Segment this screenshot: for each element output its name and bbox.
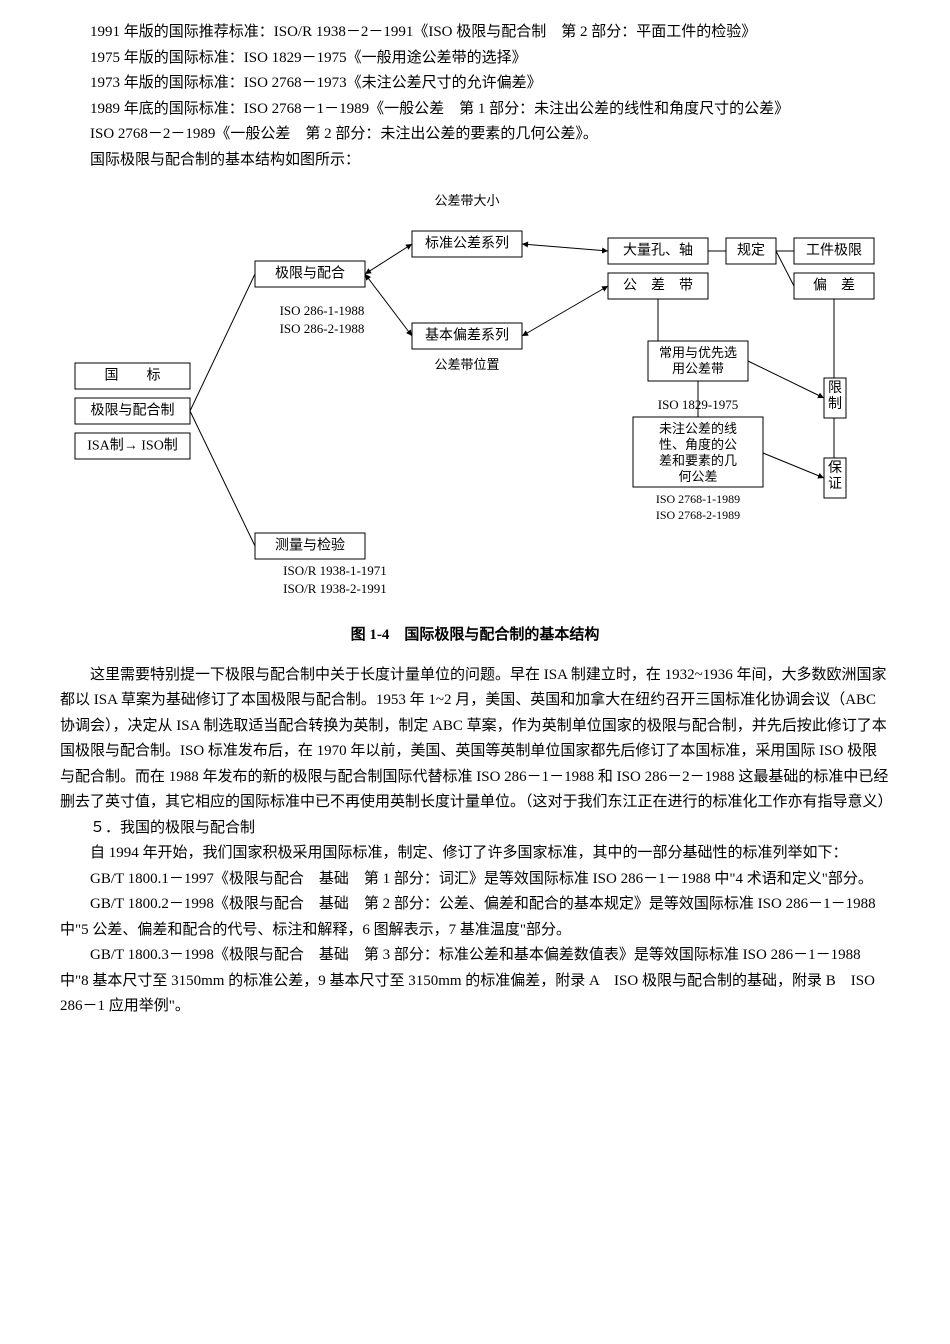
diagram-edge bbox=[522, 244, 608, 251]
diagram-edge bbox=[522, 286, 608, 336]
diagram-svg: 国 标极限与配合制 ISA制→ ISO制 极限与配合测量与检验 标准公差系列基本偏差系… bbox=[60, 183, 890, 613]
diagram-figure: 国 标极限与配合制 ISA制→ ISO制 极限与配合测量与检验 标准公差系列基本偏差系… bbox=[60, 183, 890, 613]
diagram-node-gb: 国 标 bbox=[75, 363, 190, 389]
paragraph: 1975 年版的国际标准：ISO 1829－1975《一般用途公差带的选择》 bbox=[60, 46, 890, 72]
diagram-node-gcd: 公 差 带 bbox=[608, 273, 708, 299]
diagram-label: ISO 286-1-1988 bbox=[280, 303, 365, 318]
figure-caption: 图 1-4 国际极限与配合制的基本结构 bbox=[60, 623, 890, 649]
diagram-label: 差和要素的几 bbox=[659, 453, 737, 468]
paragraph: 国际极限与配合制的基本结构如图所示： bbox=[60, 148, 890, 174]
diagram-label: 公差带大小 bbox=[434, 193, 499, 208]
svg-text:国 标: 国 标 bbox=[105, 368, 161, 384]
diagram-label: ISO 2768-1-1989 bbox=[656, 492, 740, 506]
diagram-edge bbox=[776, 251, 794, 286]
svg-text:标准公差系列: 标准公差系列 bbox=[425, 236, 509, 252]
paragraph: GB/T 1800.1－1997《极限与配合 基础 第 1 部分：词汇》是等效国… bbox=[60, 867, 890, 893]
diagram-node-jxpf: 极限与配合 bbox=[255, 261, 365, 287]
diagram-label: 未注公差的线 bbox=[659, 421, 737, 436]
diagram-label: 用公差带 bbox=[672, 361, 724, 376]
paragraph: GB/T 1800.3－1998《极限与配合 基础 第 3 部分：标准公差和基本… bbox=[60, 943, 890, 1020]
diagram-label: 何公差 bbox=[678, 469, 717, 484]
diagram-label: 常用与优先选 bbox=[659, 345, 737, 360]
diagram-node-dlkz: 大量孔、轴 bbox=[608, 238, 708, 264]
svg-text:偏 差: 偏 差 bbox=[813, 278, 855, 294]
diagram-label: ISO 1829-1975 bbox=[658, 397, 739, 412]
diagram-edge bbox=[748, 361, 824, 398]
svg-text:证: 证 bbox=[828, 476, 842, 492]
svg-text:极限与配合制: 极限与配合制 bbox=[91, 403, 175, 419]
paragraph: 自 1994 年开始，我们国家积极采用国际标准，制定、修订了许多国家标准，其中的… bbox=[60, 841, 890, 867]
diagram-label: ISO 2768-2-1989 bbox=[656, 508, 740, 522]
diagram-node-gjjx: 工件极限 bbox=[794, 238, 874, 264]
diagram-node-bzgc: 标准公差系列 bbox=[412, 231, 522, 257]
svg-text:制: 制 bbox=[828, 396, 842, 412]
svg-text:工件极限: 工件极限 bbox=[806, 243, 862, 259]
diagram-edge bbox=[190, 274, 255, 411]
diagram-edge bbox=[190, 411, 255, 546]
diagram-edge bbox=[365, 274, 412, 336]
paragraph: GB/T 1800.2－1998《极限与配合 基础 第 2 部分：公差、偏差和配… bbox=[60, 892, 890, 943]
diagram-label: ISO/R 1938-1-1971 bbox=[283, 563, 387, 578]
diagram-label: ISO/R 1938-2-1991 bbox=[283, 581, 387, 596]
diagram-label: 公差带位置 bbox=[434, 357, 499, 372]
diagram-node-jbpc: 基本偏差系列 bbox=[412, 323, 522, 349]
svg-text:ISA制→ ISO制: ISA制→ ISO制 bbox=[87, 438, 178, 454]
svg-text:公 差 带: 公 差 带 bbox=[623, 278, 693, 294]
diagram-node-xz: 限制 bbox=[824, 378, 846, 418]
svg-text:测量与检验: 测量与检验 bbox=[275, 538, 345, 554]
diagram-edge bbox=[365, 244, 412, 274]
svg-text:极限与配合: 极限与配合 bbox=[275, 266, 345, 282]
diagram-label: ISO 286-2-1988 bbox=[280, 321, 365, 336]
paragraph: 这里需要特别提一下极限与配合制中关于长度计量单位的问题。早在 ISA 制建立时，… bbox=[60, 663, 890, 816]
paragraph: ISO 2768－2－1989《一般公差 第 2 部分：未注出公差的要素的几何公… bbox=[60, 122, 890, 148]
paragraph: ５．我国的极限与配合制 bbox=[60, 816, 890, 842]
svg-text:限: 限 bbox=[828, 380, 842, 396]
svg-text:大量孔、轴: 大量孔、轴 bbox=[623, 243, 693, 259]
diagram-label: 性、角度的公 bbox=[659, 437, 737, 452]
paragraph: 1991 年版的国际推荐标准：ISO/R 1938－2－1991《ISO 极限与… bbox=[60, 20, 890, 46]
paragraph: 1973 年版的国际标准：ISO 2768－1973《未注公差尺寸的允许偏差》 bbox=[60, 71, 890, 97]
svg-text:规定: 规定 bbox=[737, 243, 765, 259]
diagram-node-bz: 保证 bbox=[824, 458, 846, 498]
diagram-node-isa: ISA制→ ISO制 bbox=[75, 433, 190, 459]
diagram-node-gd: 规定 bbox=[726, 238, 776, 264]
paragraph: 1989 年底的国际标准：ISO 2768－1－1989《一般公差 第 1 部分… bbox=[60, 97, 890, 123]
diagram-node-pc: 偏 差 bbox=[794, 273, 874, 299]
diagram-node-jxph: 极限与配合制 bbox=[75, 398, 190, 424]
svg-text:保: 保 bbox=[828, 460, 842, 476]
svg-text:基本偏差系列: 基本偏差系列 bbox=[425, 327, 509, 344]
diagram-node-celjy: 测量与检验 bbox=[255, 533, 365, 559]
diagram-edge bbox=[763, 453, 824, 478]
